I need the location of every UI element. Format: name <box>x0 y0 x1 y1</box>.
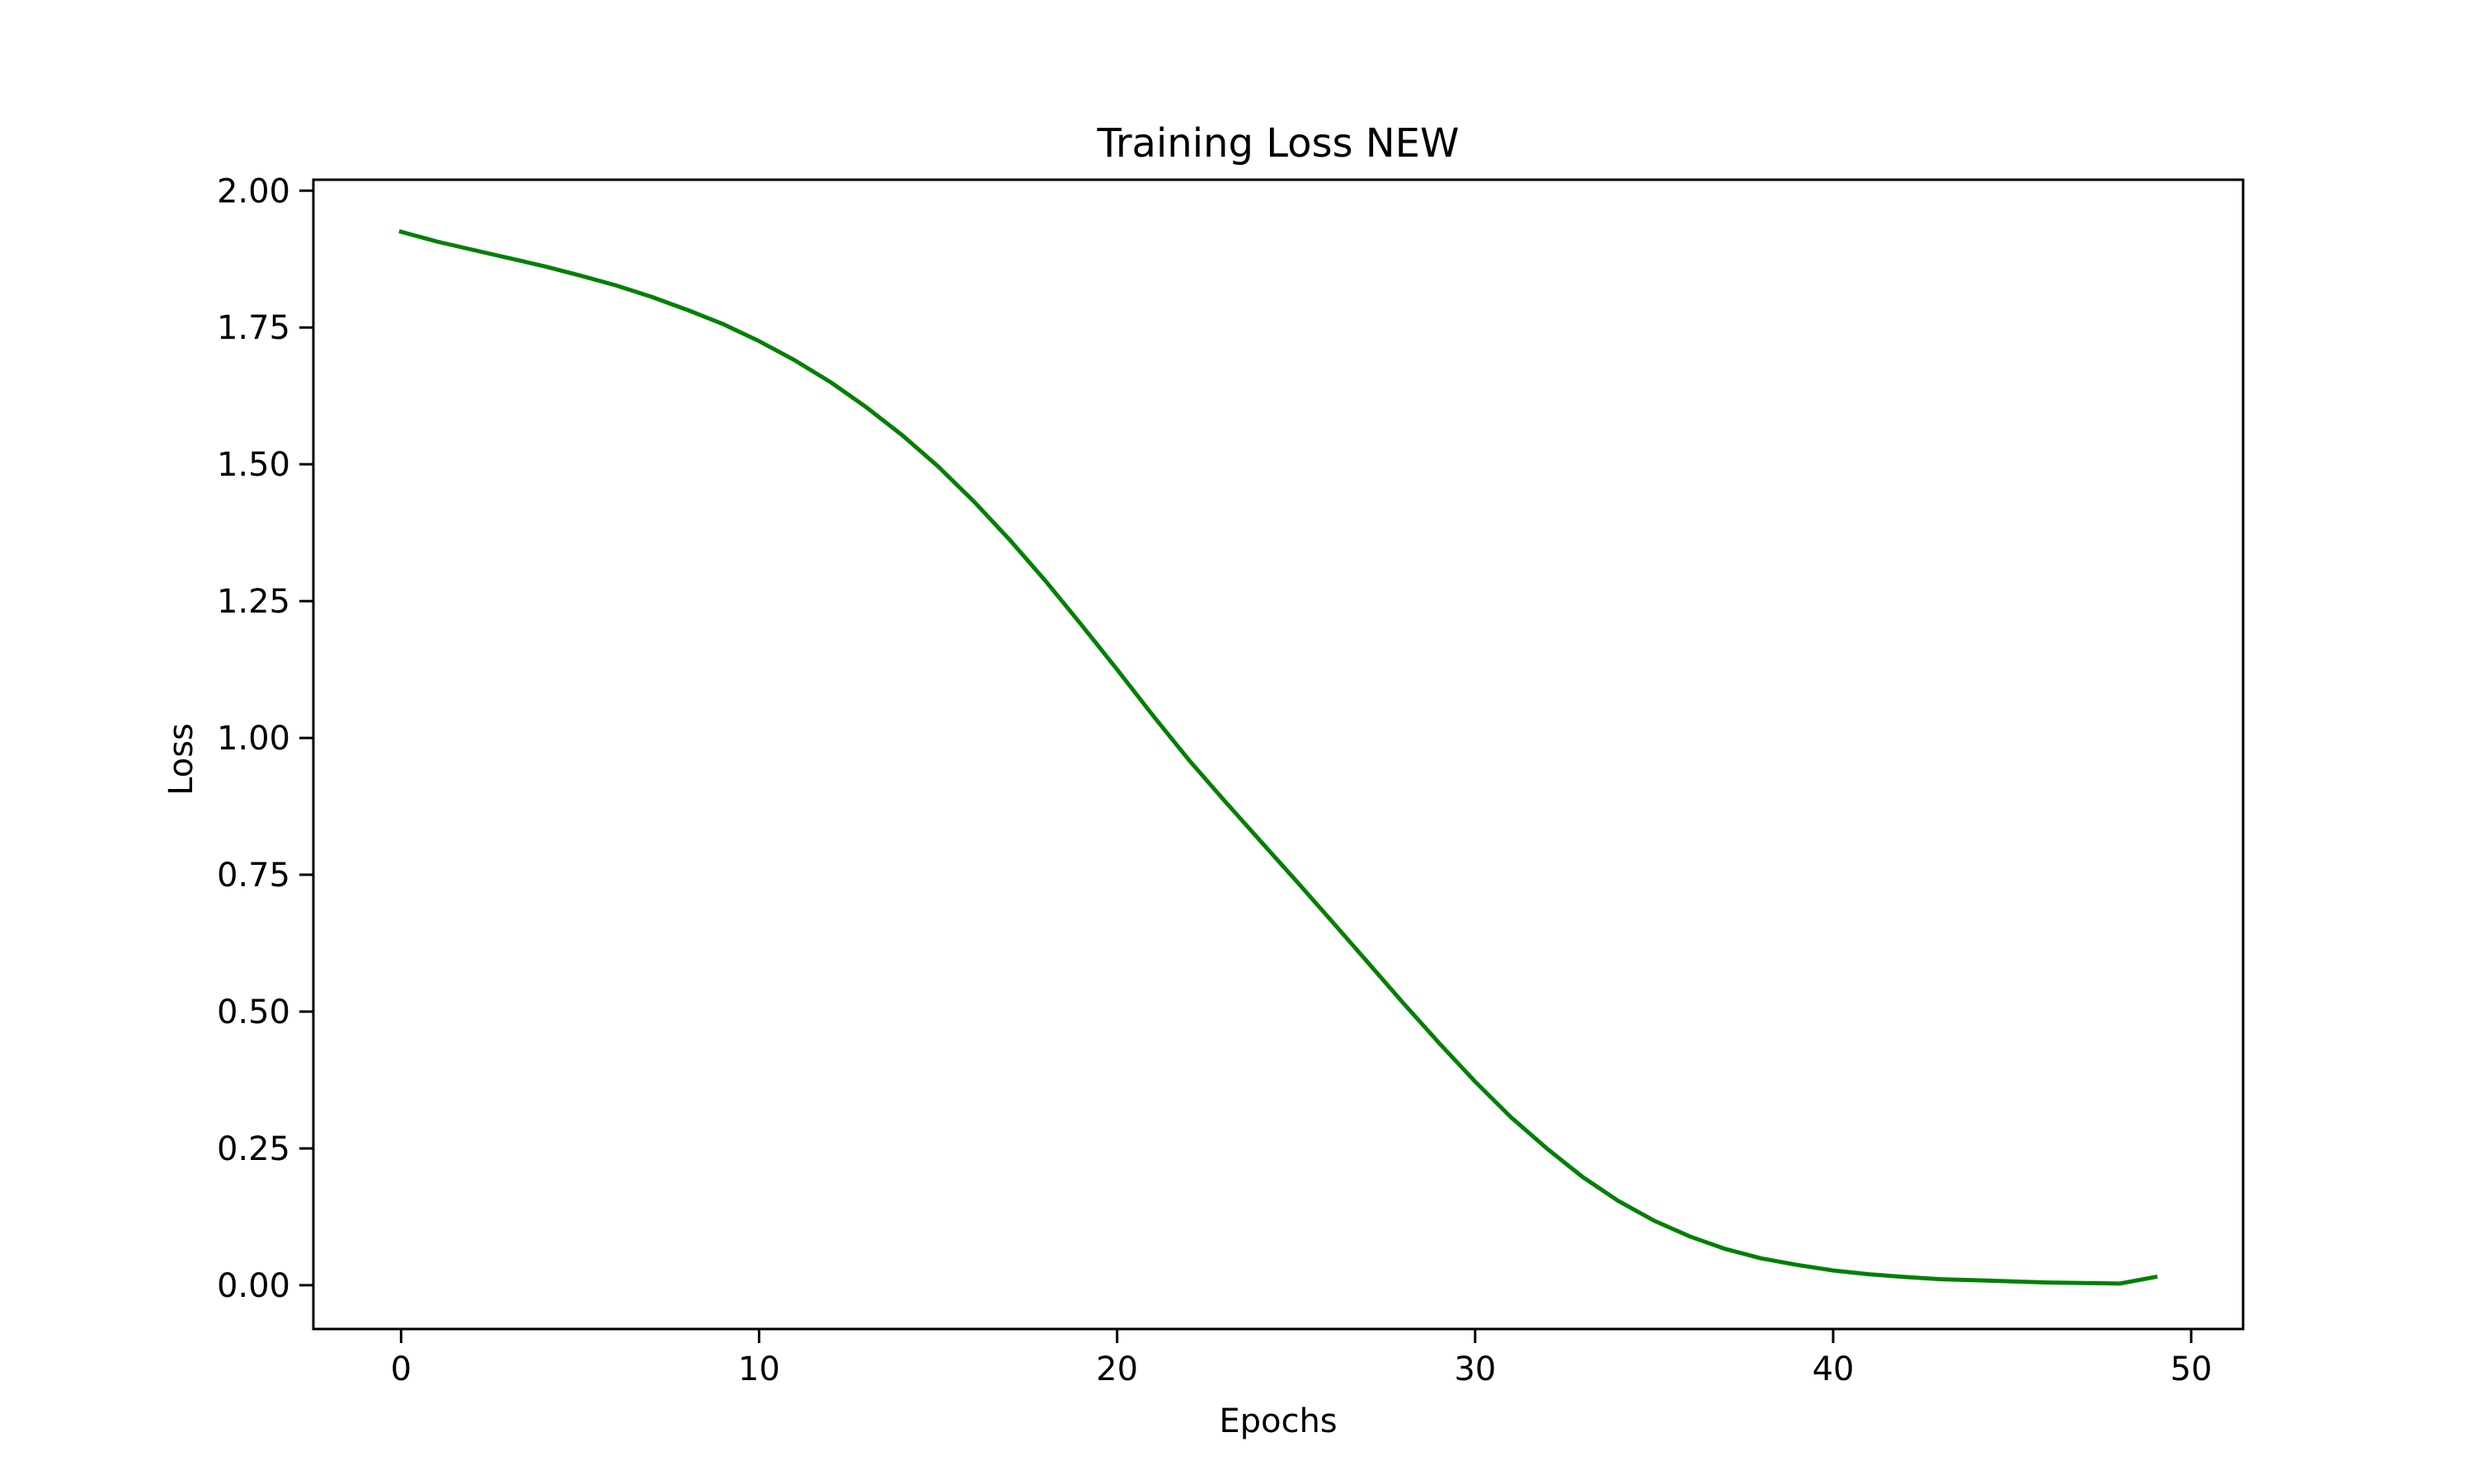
y-tick-label: 0.75 <box>217 857 290 895</box>
x-axis-ticks: 0 10 20 30 40 50 <box>391 1329 2213 1388</box>
y-axis-ticks: 0.00 0.25 0.50 0.75 1.00 1.25 1.50 1.75 2.00 <box>217 172 313 1305</box>
chart-title: Training Loss NEW <box>1097 120 1460 167</box>
y-tick-label: 1.50 <box>217 446 290 484</box>
x-tick-label: 30 <box>1454 1350 1496 1388</box>
y-tick-label: 0.00 <box>217 1267 290 1305</box>
x-tick-label: 50 <box>2171 1350 2213 1388</box>
y-tick-label: 1.75 <box>217 309 290 347</box>
y-tick-label: 2.00 <box>217 172 290 210</box>
y-tick-label: 0.25 <box>217 1130 290 1168</box>
series-line-0 <box>398 229 2158 1286</box>
y-axis-title: Loss <box>162 723 200 796</box>
x-axis-title: Epochs <box>1219 1402 1337 1440</box>
x-tick-label: 0 <box>391 1350 412 1388</box>
y-tick-label: 0.50 <box>217 993 290 1031</box>
plot-area <box>312 178 2245 1331</box>
x-tick-label: 40 <box>1812 1350 1854 1388</box>
y-tick-label: 1.00 <box>217 720 290 758</box>
axes-frame <box>312 178 2245 1331</box>
x-tick-label: 10 <box>738 1350 780 1388</box>
y-tick-label: 1.25 <box>217 583 290 621</box>
x-tick-label: 20 <box>1096 1350 1138 1388</box>
